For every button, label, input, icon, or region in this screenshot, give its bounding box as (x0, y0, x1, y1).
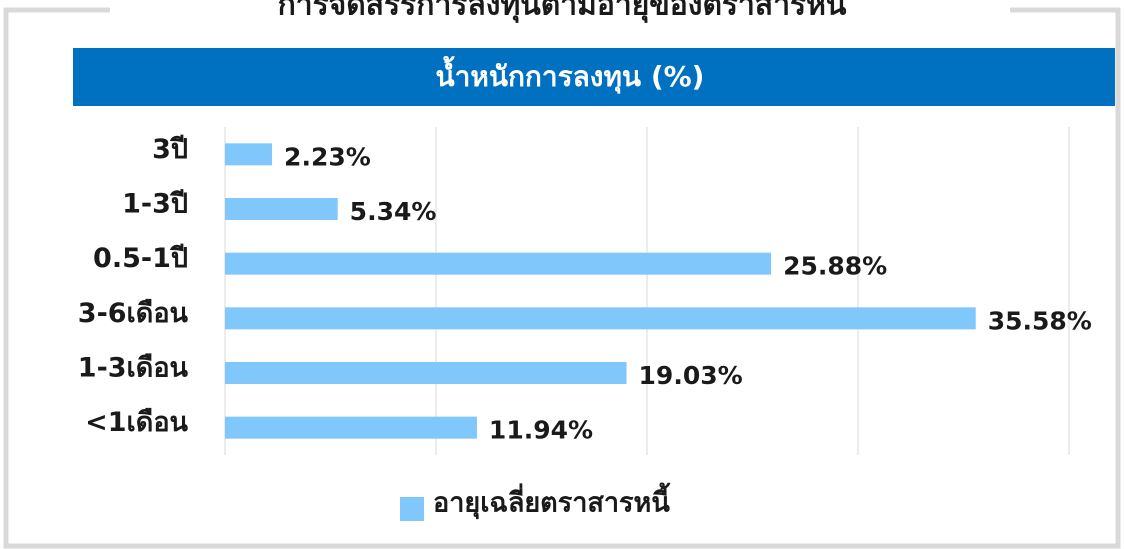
y-tick-label: 1-3เดือน (78, 353, 189, 384)
legend-swatch (400, 497, 424, 521)
bar (225, 307, 976, 330)
data-label: 35.58% (988, 306, 1092, 335)
data-label: 11.94% (489, 416, 593, 445)
y-tick-label: 0.5-1ปี (93, 243, 188, 274)
data-label: 5.34% (350, 197, 437, 226)
legend-label: อายุเฉลี่ยตราสารหนี้ (433, 482, 671, 520)
y-tick-label: 3ปี (152, 134, 188, 165)
bar (225, 362, 627, 384)
y-tick-label: <1เดือน (85, 407, 188, 438)
data-label: 2.23% (284, 142, 371, 171)
subtitle: น้ำหนักการลงทุน (%) (436, 55, 705, 94)
data-label: 25.88% (783, 252, 887, 281)
bar (225, 198, 338, 220)
y-tick-label: 1-3ปี (122, 189, 188, 220)
bar (225, 252, 772, 275)
y-tick-label: 3-6เดือน (78, 298, 189, 329)
title-gap (110, 0, 1010, 20)
chart-title: การจัดสรรการลงทุนตามอายุของตราสารหนี้ (278, 0, 848, 24)
header-bar (73, 48, 1115, 106)
bar (225, 143, 273, 166)
data-label: 19.03% (639, 361, 743, 390)
bar (225, 416, 477, 439)
